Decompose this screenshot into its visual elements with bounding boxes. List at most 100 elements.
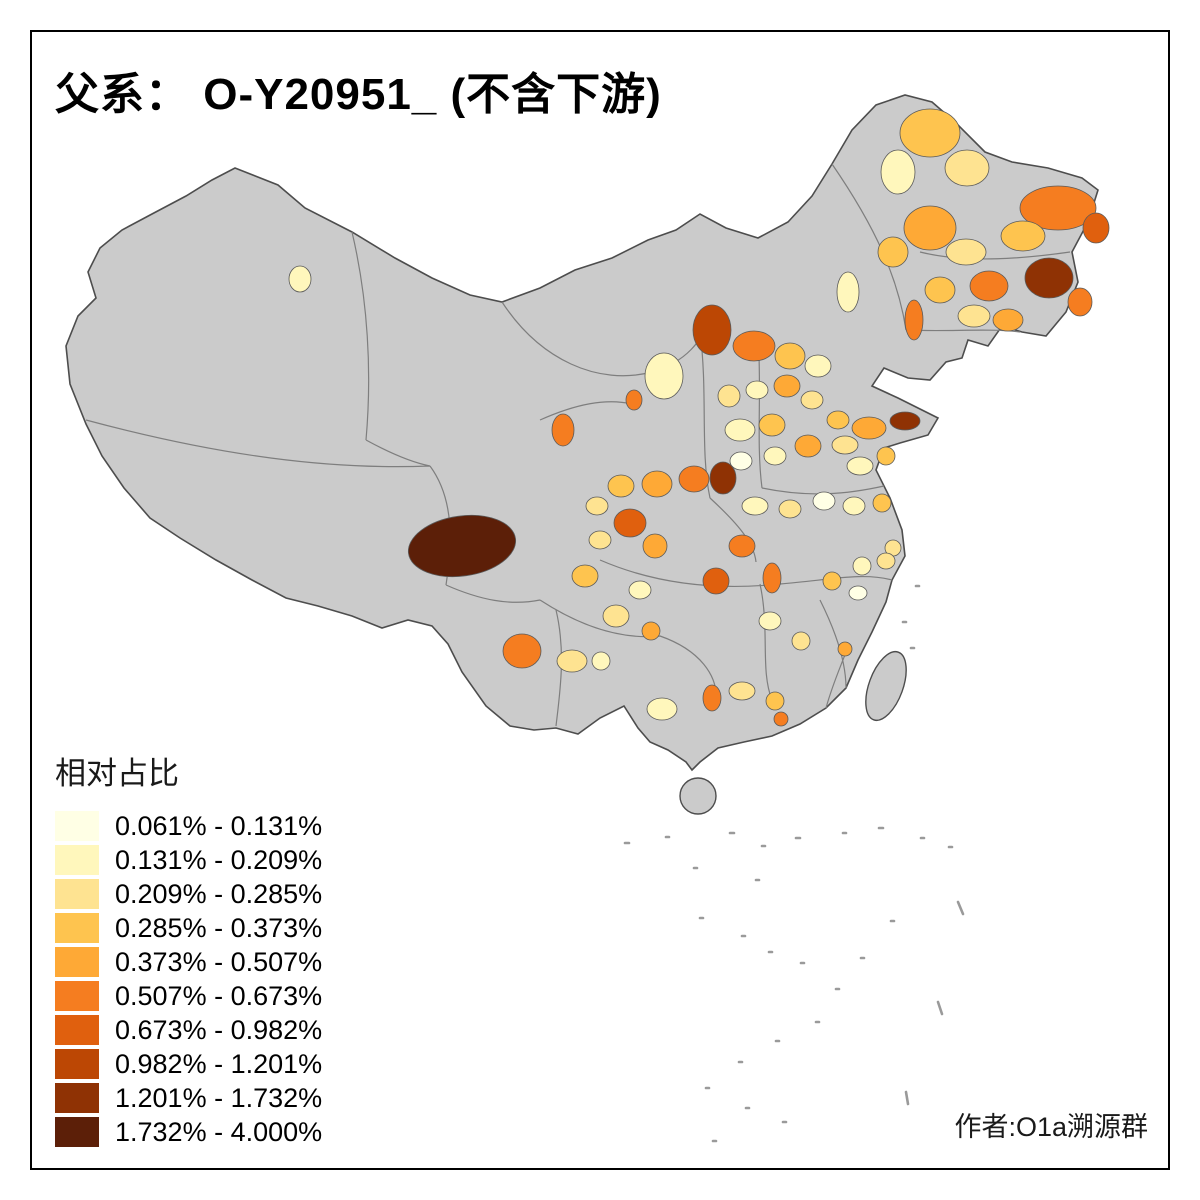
legend-row: 0.507% - 0.673% <box>55 979 322 1013</box>
legend-bin-label: 1.201% - 1.732% <box>115 1082 323 1113</box>
legend-swatch <box>55 1015 99 1045</box>
legend-swatch <box>55 1083 99 1113</box>
map-region <box>644 352 684 400</box>
map-region <box>969 270 1009 302</box>
legend-title: 相对占比 <box>55 756 179 791</box>
map-region <box>765 691 785 711</box>
legend-row: 0.061% - 0.131% <box>55 809 322 843</box>
map-region <box>794 434 822 458</box>
map-region <box>702 684 722 712</box>
legend-row: 0.209% - 0.285% <box>55 877 322 911</box>
map-region <box>702 567 730 595</box>
map-region <box>1019 185 1097 231</box>
map-region <box>924 276 956 304</box>
map-region <box>642 533 668 559</box>
map-region <box>812 491 836 511</box>
legend-row: 0.673% - 0.982% <box>55 1013 322 1047</box>
legend-row: 1.732% - 4.000% <box>55 1115 322 1149</box>
map-region <box>585 496 609 516</box>
legend-bin-label: 0.061% - 0.131% <box>115 810 323 841</box>
map-region <box>778 499 802 519</box>
south-china-sea-islets <box>623 584 965 1143</box>
legend-row: 0.373% - 0.507% <box>55 945 322 979</box>
legend-bin-label: 0.131% - 0.209% <box>115 844 323 875</box>
legend-bin-label: 0.673% - 0.982% <box>115 1014 323 1045</box>
map-region <box>288 265 312 293</box>
map-region <box>556 649 588 673</box>
map-region <box>872 493 892 513</box>
legend-swatch <box>55 1049 99 1079</box>
legend-swatch <box>55 879 99 909</box>
map-region <box>800 390 824 410</box>
map-region <box>502 633 542 669</box>
map-region <box>551 413 575 447</box>
map-region <box>591 651 611 671</box>
map-region <box>773 374 801 398</box>
map-region <box>837 641 853 657</box>
data-regions-layer <box>288 108 1110 727</box>
legend-entries: 0.061% - 0.131% 0.131% - 0.209% 0.209% - 0… <box>55 809 322 1149</box>
map-region <box>822 571 842 591</box>
map-region <box>848 585 868 601</box>
legend: 相对占比 0.061% - 0.131% 0.131% - 0.209% 0.209… <box>55 748 322 1149</box>
map-region <box>646 697 678 721</box>
legend-row: 0.982% - 1.201% <box>55 1047 322 1081</box>
legend-bin-label: 0.982% - 1.201% <box>115 1048 323 1079</box>
map-region <box>745 380 769 400</box>
map-region <box>773 711 789 727</box>
legend-bin-label: 0.507% - 0.673% <box>115 980 323 1011</box>
map-region <box>678 465 710 493</box>
legend-swatch <box>55 1117 99 1147</box>
map-region <box>728 681 756 701</box>
map-region <box>852 556 872 576</box>
map-region <box>851 416 887 440</box>
map-region <box>602 604 630 628</box>
hainan-island <box>679 777 717 815</box>
map-region <box>1000 220 1046 252</box>
map-region <box>641 621 661 641</box>
map-region <box>717 384 741 408</box>
map-region <box>641 470 673 498</box>
legend-swatch <box>55 811 99 841</box>
map-region <box>613 508 647 538</box>
map-region <box>877 236 909 268</box>
map-region <box>904 299 924 341</box>
map-region <box>1024 257 1074 299</box>
map-region <box>876 552 896 570</box>
map-region <box>846 456 874 476</box>
legend-swatch <box>55 845 99 875</box>
map-region <box>728 534 756 558</box>
legend-bin-label: 0.373% - 0.507% <box>115 946 323 977</box>
map-region <box>903 205 957 251</box>
legend-swatch <box>55 981 99 1011</box>
legend-swatch <box>55 913 99 943</box>
map-region <box>571 564 599 588</box>
map-region <box>876 446 896 466</box>
legend-row: 1.201% - 1.732% <box>55 1081 322 1115</box>
map-region <box>992 308 1024 332</box>
map-region <box>831 435 859 455</box>
map-region <box>407 514 517 578</box>
map-region <box>741 496 769 516</box>
map-region <box>791 631 811 651</box>
map-region <box>732 330 776 362</box>
map-region <box>957 304 991 328</box>
map-region <box>607 474 635 498</box>
map-region <box>836 271 860 313</box>
map-region <box>889 411 921 431</box>
map-region <box>945 238 987 266</box>
map-region <box>826 410 850 430</box>
map-region <box>842 496 866 516</box>
legend-swatch <box>55 947 99 977</box>
map-region <box>762 562 782 594</box>
legend-row: 0.285% - 0.373% <box>55 911 322 945</box>
map-region <box>724 418 756 442</box>
author-credit: 作者:O1a溯源群 <box>954 1112 1148 1142</box>
map-region <box>729 451 753 471</box>
legend-bin-label: 1.732% - 4.000% <box>115 1116 323 1147</box>
legend-row: 0.131% - 0.209% <box>55 843 322 877</box>
map-region <box>804 354 832 378</box>
map-region <box>763 446 787 466</box>
